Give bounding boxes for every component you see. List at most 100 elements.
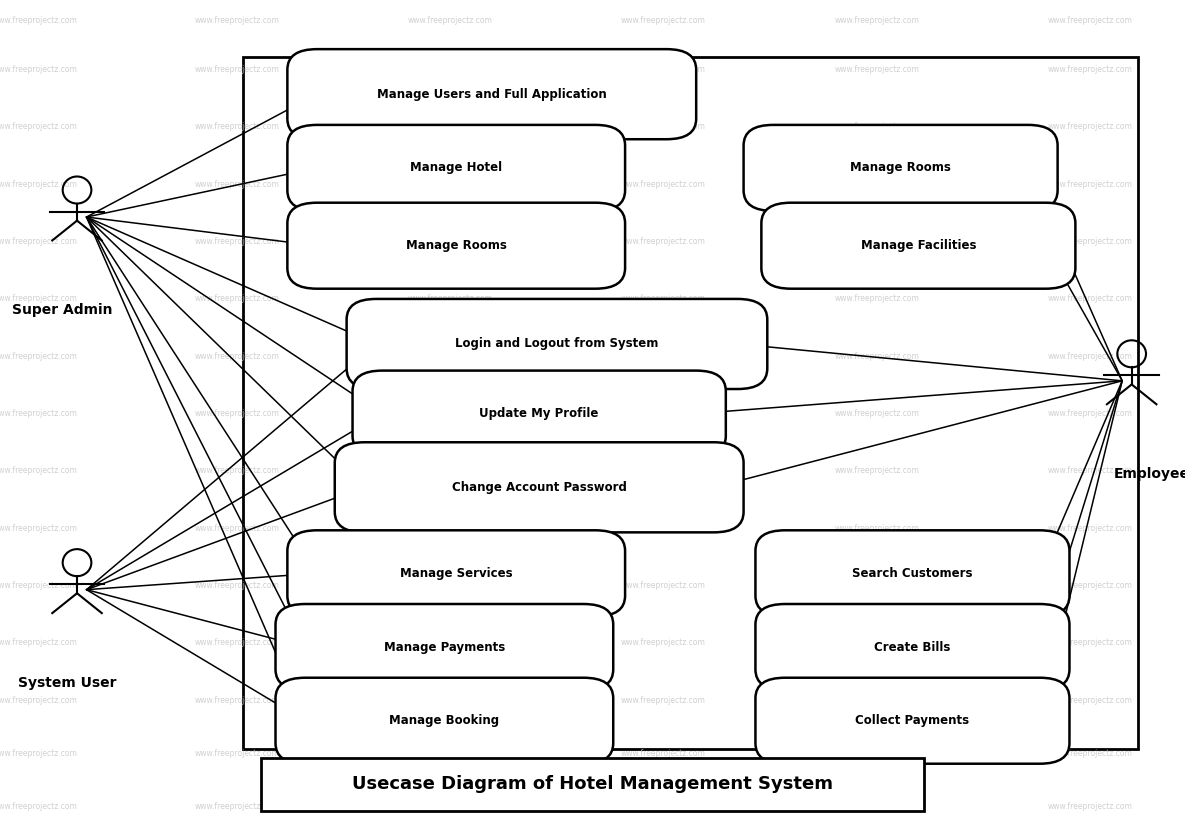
Text: www.freeprojectz.com: www.freeprojectz.com xyxy=(1048,16,1133,25)
Text: www.freeprojectz.com: www.freeprojectz.com xyxy=(1048,352,1133,360)
Text: www.freeprojectz.com: www.freeprojectz.com xyxy=(194,803,280,811)
Text: www.freeprojectz.com: www.freeprojectz.com xyxy=(834,696,920,704)
FancyBboxPatch shape xyxy=(288,531,626,617)
Text: Manage Rooms: Manage Rooms xyxy=(850,161,952,174)
Text: Change Account Password: Change Account Password xyxy=(451,481,627,494)
Text: www.freeprojectz.com: www.freeprojectz.com xyxy=(1048,581,1133,590)
Text: www.freeprojectz.com: www.freeprojectz.com xyxy=(1048,467,1133,475)
Text: www.freeprojectz.com: www.freeprojectz.com xyxy=(0,16,78,25)
Text: www.freeprojectz.com: www.freeprojectz.com xyxy=(194,16,280,25)
Text: www.freeprojectz.com: www.freeprojectz.com xyxy=(194,295,280,303)
FancyBboxPatch shape xyxy=(287,49,696,139)
FancyBboxPatch shape xyxy=(243,57,1138,749)
Text: www.freeprojectz.com: www.freeprojectz.com xyxy=(408,524,493,532)
Text: Manage Hotel: Manage Hotel xyxy=(410,161,502,174)
Text: www.freeprojectz.com: www.freeprojectz.com xyxy=(194,696,280,704)
Text: Usecase Diagram of Hotel Management System: Usecase Diagram of Hotel Management Syst… xyxy=(352,776,833,793)
Text: www.freeprojectz.com: www.freeprojectz.com xyxy=(1048,123,1133,131)
Text: www.freeprojectz.com: www.freeprojectz.com xyxy=(408,66,493,74)
Text: Login and Logout from System: Login and Logout from System xyxy=(455,337,659,351)
FancyBboxPatch shape xyxy=(756,604,1069,690)
Text: www.freeprojectz.com: www.freeprojectz.com xyxy=(1048,524,1133,532)
Text: www.freeprojectz.com: www.freeprojectz.com xyxy=(1048,66,1133,74)
Text: www.freeprojectz.com: www.freeprojectz.com xyxy=(621,803,706,811)
Text: www.freeprojectz.com: www.freeprojectz.com xyxy=(194,639,280,647)
Text: www.freeprojectz.com: www.freeprojectz.com xyxy=(408,123,493,131)
Text: www.freeprojectz.com: www.freeprojectz.com xyxy=(408,410,493,418)
Text: www.freeprojectz.com: www.freeprojectz.com xyxy=(0,639,78,647)
Text: www.freeprojectz.com: www.freeprojectz.com xyxy=(834,803,920,811)
FancyBboxPatch shape xyxy=(288,203,626,289)
Text: www.freeprojectz.com: www.freeprojectz.com xyxy=(194,123,280,131)
Text: www.freeprojectz.com: www.freeprojectz.com xyxy=(194,581,280,590)
FancyBboxPatch shape xyxy=(346,299,768,389)
Text: www.freeprojectz.com: www.freeprojectz.com xyxy=(408,749,493,758)
Text: www.freeprojectz.com: www.freeprojectz.com xyxy=(0,524,78,532)
Text: www.freeprojectz.com: www.freeprojectz.com xyxy=(1048,180,1133,188)
Text: www.freeprojectz.com: www.freeprojectz.com xyxy=(834,238,920,246)
Text: www.freeprojectz.com: www.freeprojectz.com xyxy=(0,749,78,758)
Text: www.freeprojectz.com: www.freeprojectz.com xyxy=(834,180,920,188)
Text: www.freeprojectz.com: www.freeprojectz.com xyxy=(621,524,706,532)
Text: www.freeprojectz.com: www.freeprojectz.com xyxy=(621,66,706,74)
FancyBboxPatch shape xyxy=(275,678,614,763)
Text: www.freeprojectz.com: www.freeprojectz.com xyxy=(1048,410,1133,418)
Text: Manage Facilities: Manage Facilities xyxy=(860,239,976,252)
Text: www.freeprojectz.com: www.freeprojectz.com xyxy=(408,295,493,303)
Text: www.freeprojectz.com: www.freeprojectz.com xyxy=(408,238,493,246)
Text: www.freeprojectz.com: www.freeprojectz.com xyxy=(834,295,920,303)
Text: www.freeprojectz.com: www.freeprojectz.com xyxy=(621,696,706,704)
Text: www.freeprojectz.com: www.freeprojectz.com xyxy=(834,16,920,25)
Text: www.freeprojectz.com: www.freeprojectz.com xyxy=(834,639,920,647)
Text: www.freeprojectz.com: www.freeprojectz.com xyxy=(834,352,920,360)
FancyBboxPatch shape xyxy=(756,531,1069,617)
Text: www.freeprojectz.com: www.freeprojectz.com xyxy=(408,639,493,647)
Text: www.freeprojectz.com: www.freeprojectz.com xyxy=(834,467,920,475)
Text: www.freeprojectz.com: www.freeprojectz.com xyxy=(834,749,920,758)
Text: Create Bills: Create Bills xyxy=(875,640,950,654)
Text: www.freeprojectz.com: www.freeprojectz.com xyxy=(621,749,706,758)
Text: www.freeprojectz.com: www.freeprojectz.com xyxy=(621,16,706,25)
Text: www.freeprojectz.com: www.freeprojectz.com xyxy=(1048,803,1133,811)
Text: www.freeprojectz.com: www.freeprojectz.com xyxy=(621,581,706,590)
FancyBboxPatch shape xyxy=(744,124,1057,210)
Text: www.freeprojectz.com: www.freeprojectz.com xyxy=(0,123,78,131)
Text: Manage Users and Full Application: Manage Users and Full Application xyxy=(377,88,607,101)
Text: www.freeprojectz.com: www.freeprojectz.com xyxy=(621,123,706,131)
Text: www.freeprojectz.com: www.freeprojectz.com xyxy=(621,295,706,303)
Text: Employee: Employee xyxy=(1114,467,1185,481)
FancyBboxPatch shape xyxy=(275,604,614,690)
Text: www.freeprojectz.com: www.freeprojectz.com xyxy=(1048,639,1133,647)
Text: Update My Profile: Update My Profile xyxy=(480,407,598,420)
Text: www.freeprojectz.com: www.freeprojectz.com xyxy=(194,180,280,188)
Text: www.freeprojectz.com: www.freeprojectz.com xyxy=(0,352,78,360)
FancyBboxPatch shape xyxy=(261,758,924,811)
FancyBboxPatch shape xyxy=(761,203,1076,289)
Text: www.freeprojectz.com: www.freeprojectz.com xyxy=(0,696,78,704)
FancyBboxPatch shape xyxy=(756,678,1069,763)
FancyBboxPatch shape xyxy=(288,124,626,210)
Text: www.freeprojectz.com: www.freeprojectz.com xyxy=(834,66,920,74)
Text: www.freeprojectz.com: www.freeprojectz.com xyxy=(834,524,920,532)
Text: www.freeprojectz.com: www.freeprojectz.com xyxy=(621,180,706,188)
Text: www.freeprojectz.com: www.freeprojectz.com xyxy=(0,410,78,418)
Text: Search Customers: Search Customers xyxy=(852,567,973,580)
Text: www.freeprojectz.com: www.freeprojectz.com xyxy=(1048,295,1133,303)
Text: www.freeprojectz.com: www.freeprojectz.com xyxy=(194,66,280,74)
Text: www.freeprojectz.com: www.freeprojectz.com xyxy=(834,123,920,131)
Text: www.freeprojectz.com: www.freeprojectz.com xyxy=(194,352,280,360)
Text: www.freeprojectz.com: www.freeprojectz.com xyxy=(0,581,78,590)
Text: www.freeprojectz.com: www.freeprojectz.com xyxy=(194,749,280,758)
FancyBboxPatch shape xyxy=(334,442,744,532)
Text: www.freeprojectz.com: www.freeprojectz.com xyxy=(1048,749,1133,758)
Text: www.freeprojectz.com: www.freeprojectz.com xyxy=(408,581,493,590)
Text: Super Admin: Super Admin xyxy=(12,303,113,317)
Text: www.freeprojectz.com: www.freeprojectz.com xyxy=(1048,696,1133,704)
FancyBboxPatch shape xyxy=(353,370,725,457)
Text: Manage Booking: Manage Booking xyxy=(390,714,499,727)
Text: www.freeprojectz.com: www.freeprojectz.com xyxy=(0,180,78,188)
Text: System User: System User xyxy=(18,676,116,690)
Text: www.freeprojectz.com: www.freeprojectz.com xyxy=(408,803,493,811)
Text: Collect Payments: Collect Payments xyxy=(856,714,969,727)
Text: www.freeprojectz.com: www.freeprojectz.com xyxy=(621,639,706,647)
